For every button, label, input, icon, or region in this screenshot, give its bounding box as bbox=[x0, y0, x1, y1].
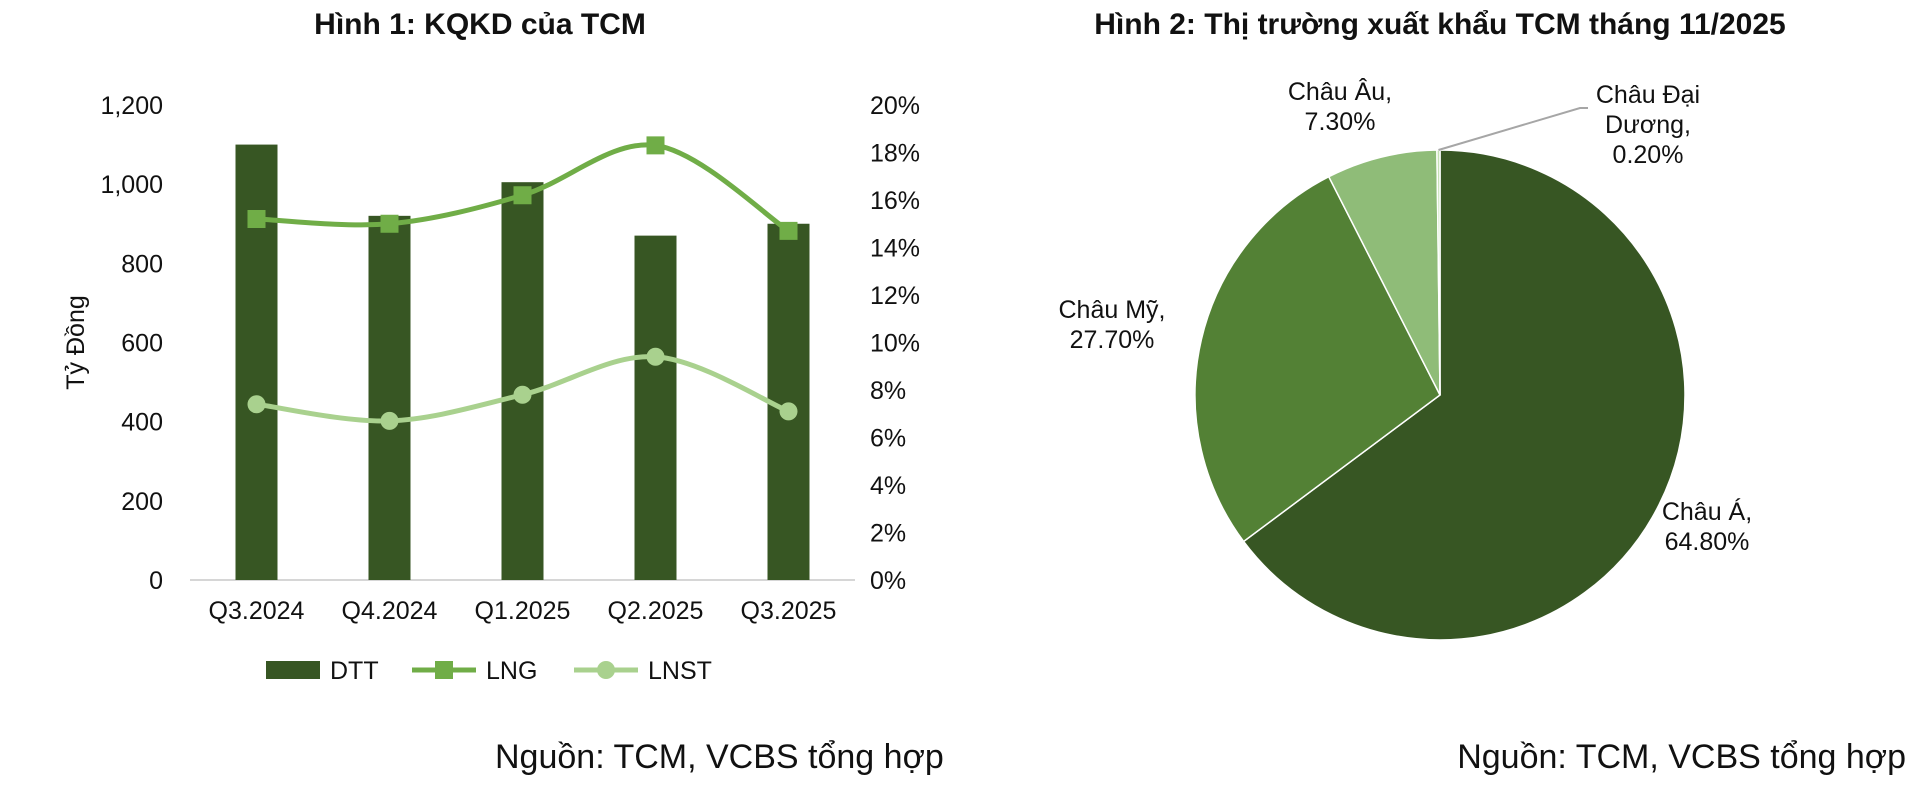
marker-lnst-Q1.2025 bbox=[513, 385, 532, 404]
y-axis-tick-label: 1,200 bbox=[100, 92, 163, 120]
y2-axis-tick-label: 2% bbox=[870, 520, 906, 548]
pie-slice-châu-á bbox=[1242, 149, 1686, 641]
y2-axis-tick-label: 10% bbox=[870, 330, 920, 358]
y-axis-tick-label: 600 bbox=[121, 330, 163, 358]
pie-label: Châu Đại bbox=[1596, 81, 1700, 109]
y2-axis-tick-label: 8% bbox=[870, 377, 906, 405]
y-axis-tick-label: 800 bbox=[121, 250, 163, 278]
pie-label: 27.70% bbox=[1070, 326, 1155, 354]
bar-dtt-Q4.2024 bbox=[368, 215, 411, 581]
y-axis-title: Tỷ Đồng bbox=[62, 295, 90, 389]
pie-label: Châu Mỹ, bbox=[1059, 296, 1166, 324]
y-axis-tick-label: 0 bbox=[149, 567, 163, 595]
pie-label: Dương, bbox=[1605, 111, 1691, 139]
bar-dtt-Q1.2025 bbox=[501, 182, 544, 580]
marker-lnst-Q3.2024 bbox=[247, 395, 266, 414]
pie-label: Châu Á, bbox=[1662, 497, 1752, 526]
figure2-source-note: Nguồn: TCM, VCBS tổng hợp bbox=[1457, 738, 1906, 776]
y2-axis-tick-label: 18% bbox=[870, 140, 920, 168]
y-axis-tick-label: 1,000 bbox=[100, 171, 163, 199]
figure1-source-note: Nguồn: TCM, VCBS tổng hợp bbox=[495, 738, 944, 776]
figure2-title: Hình 2: Thị trường xuất khẩu TCM tháng 1… bbox=[1094, 8, 1786, 41]
figure2-pie-chart: Châu Á,64.80% Châu Mỹ,27.70% Châu Âu,7.30%… bbox=[1059, 77, 1752, 641]
figure1-title: Hình 1: KQKD của TCM bbox=[314, 8, 646, 41]
marker-lnst-Q2.2025 bbox=[646, 347, 665, 366]
pie-label: 64.80% bbox=[1665, 528, 1750, 556]
legend-marker-lng bbox=[435, 661, 453, 679]
y-axis-tick-label: 400 bbox=[121, 409, 163, 437]
x-axis-tick-label: Q3.2024 bbox=[209, 597, 305, 625]
y2-axis-tick-label: 12% bbox=[870, 282, 920, 310]
y2-axis-tick-label: 20% bbox=[870, 92, 920, 120]
figure1-combo-chart: 0 200 400 600 800 1,000 1,200 0% 2% 4% 6% 8% 10% 12% 1… bbox=[62, 92, 920, 685]
legend: DTT LNG LNST bbox=[266, 657, 712, 685]
x-axis-tick-label: Q1.2025 bbox=[475, 597, 571, 625]
bar-dtt-Q2.2025 bbox=[634, 235, 677, 580]
legend-marker-lnst bbox=[597, 661, 615, 679]
x-axis-tick-label: Q3.2025 bbox=[741, 597, 837, 625]
pie-slice-châu-âu bbox=[1327, 149, 1441, 396]
legend-label-lnst: LNST bbox=[648, 657, 712, 685]
y2-axis-tick-label: 0% bbox=[870, 567, 906, 595]
x-axis-tick-label: Q2.2025 bbox=[608, 597, 704, 625]
marker-lnst-Q4.2024 bbox=[380, 411, 399, 430]
marker-lng-Q3.2024 bbox=[247, 210, 266, 228]
legend-label-lng: LNG bbox=[486, 657, 537, 685]
pie-label: Châu Âu, bbox=[1288, 77, 1392, 106]
pie-label: 0.20% bbox=[1613, 141, 1684, 169]
pie-leader-line bbox=[1438, 107, 1588, 151]
marker-lng-Q4.2024 bbox=[380, 214, 399, 233]
marker-lnst-Q3.2025 bbox=[779, 402, 798, 421]
y2-axis-tick-label: 14% bbox=[870, 235, 920, 263]
y-axis-tick-label: 200 bbox=[121, 488, 163, 516]
legend-swatch-dtt bbox=[266, 661, 320, 679]
y2-axis-tick-label: 6% bbox=[870, 425, 906, 453]
x-axis-tick-label: Q4.2024 bbox=[342, 597, 438, 625]
marker-lng-Q2.2025 bbox=[646, 136, 665, 155]
pie-label: 7.30% bbox=[1305, 108, 1376, 136]
pie-slice-châu-mỹ bbox=[1194, 175, 1441, 543]
legend-label-dtt: DTT bbox=[330, 657, 379, 685]
y2-axis-tick-label: 16% bbox=[870, 187, 920, 215]
y2-axis-tick-label: 4% bbox=[870, 472, 906, 500]
marker-lng-Q3.2025 bbox=[779, 221, 798, 240]
marker-lng-Q1.2025 bbox=[513, 186, 532, 205]
